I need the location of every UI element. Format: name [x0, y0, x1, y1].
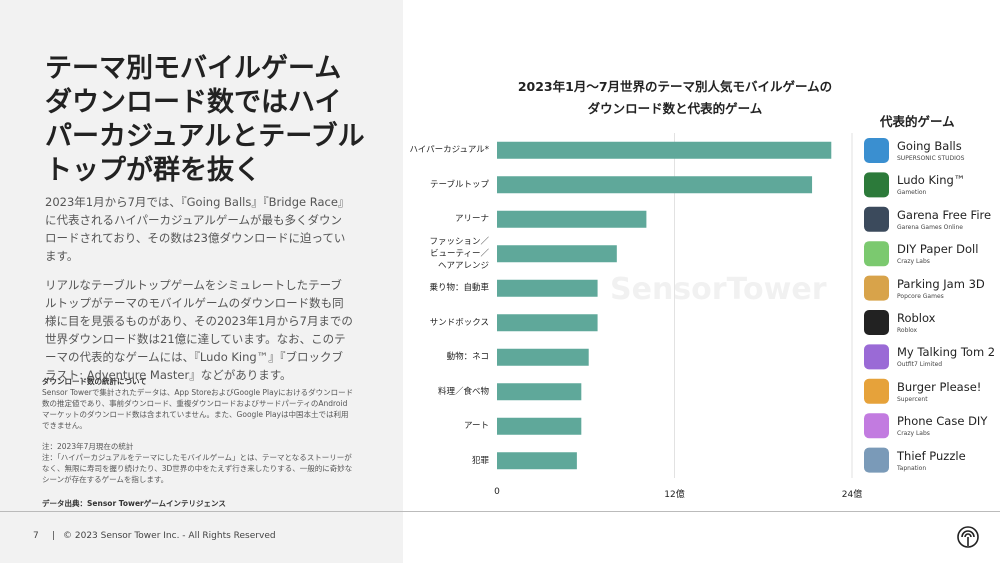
game-publisher: Supercent: [897, 395, 928, 403]
game-name: Going Balls: [897, 139, 962, 153]
game-name: Roblox: [897, 311, 936, 325]
game-name: Phone Case DIY: [897, 414, 988, 429]
game-name: My Talking Tom 2: [897, 345, 996, 360]
game-publisher: Crazy Labs: [897, 430, 930, 438]
game-icon: [864, 310, 889, 335]
game-icon: [864, 447, 889, 473]
y-tick-label: テーブルトップ: [430, 179, 489, 190]
bar: [497, 383, 582, 401]
game-publisher: Roblox: [897, 327, 918, 334]
bar: [497, 176, 813, 194]
y-tick-label: アリーナ: [454, 214, 489, 225]
logo: [957, 526, 979, 548]
bar: [497, 314, 598, 332]
y-tick-label: 犯罪: [471, 455, 489, 466]
bar: [497, 452, 577, 470]
bar: [497, 245, 617, 263]
game-name: DIY Paper Doll: [897, 242, 979, 257]
chart-title: 2023年1月～7月世界のテーマ別人気モバイルゲームの ダウンロード数と代表的ゲ…: [517, 79, 833, 116]
game-icon: [864, 206, 889, 232]
game-icon: [864, 241, 889, 267]
y-tick-label: 料理／食べ物: [437, 386, 489, 397]
separator: |: [52, 531, 56, 541]
copyright: © 2023 Sensor Tower Inc. - All Rights Re…: [63, 531, 276, 541]
y-tick-label: サンドボックス: [429, 317, 489, 328]
bar: [497, 141, 832, 159]
x-tick-label: 12億: [664, 490, 685, 500]
paragraph: リアルなテーブルトップゲームをシミュレートしたテーブルトップがテーマのモバイルゲ…: [45, 278, 353, 382]
y-tick-label: 動物：ネコ: [446, 352, 489, 363]
game-publisher: SUPERSONIC STUDIOS: [897, 155, 965, 162]
game-name: Parking Jam 3D: [897, 276, 985, 291]
footer-rule: [0, 511, 1000, 512]
note: 注：2023年7月現在の統計: [42, 442, 134, 451]
headline: テーマ別モバイルゲームダウンロード数ではハイパーカジュアルとテーブルトップが群を…: [45, 53, 365, 186]
paragraph: 2023年1月から7月では、『Going Balls』『Bridge Race』…: [45, 195, 350, 263]
game-name: Burger Please!: [897, 379, 982, 394]
y-tick-label: ハイパーカジュアル*: [409, 145, 489, 156]
note: 注：「ハイパーカジュアルをテーマにしたモバイルゲーム」とは、テーマとなるストーリ…: [42, 453, 353, 484]
y-tick-label: 乗り物：自動車: [429, 283, 489, 294]
game-name: Garena Free Fire: [897, 207, 992, 222]
left-panel: [0, 0, 403, 563]
source: データ出典：Sensor Towerゲームインテリジェンス: [42, 499, 226, 508]
bar: [497, 279, 598, 297]
page-number: 7: [33, 531, 39, 541]
game-name: Ludo King™: [897, 173, 966, 188]
notes-body: Sensor Towerで集計されたデータは、App StoreおよびGoogl…: [42, 388, 354, 430]
game-icon: [864, 275, 889, 301]
game-icon: [864, 344, 889, 370]
game-icon: [864, 138, 889, 163]
watermark: SensorTower: [610, 272, 827, 307]
game-publisher: Gametion: [897, 189, 927, 197]
game-icon: [864, 172, 889, 198]
game-publisher: Outfit7 Limited: [897, 361, 943, 369]
x-tick-label: 0: [494, 487, 500, 497]
games-title: 代表的ゲーム: [880, 114, 955, 129]
game-name: Thief Puzzle: [897, 448, 966, 463]
x-tick-label: 24億: [841, 490, 863, 500]
bar: [497, 210, 647, 228]
game-icon: [864, 413, 889, 439]
y-tick-label: ファッション／ ビューティー／ ヘアアレンジ: [429, 236, 489, 271]
bar: [497, 417, 582, 435]
game-publisher: Crazy Labs: [897, 258, 930, 266]
notes-title: ダウンロード数の統計について: [42, 377, 147, 386]
game-icon: [864, 378, 889, 404]
bar: [497, 348, 589, 366]
game-publisher: Garena Games Online: [897, 223, 963, 231]
game-publisher: Popcore Games: [897, 292, 944, 300]
y-tick-label: アート: [464, 421, 489, 432]
game-publisher: Tapnation: [897, 464, 927, 472]
